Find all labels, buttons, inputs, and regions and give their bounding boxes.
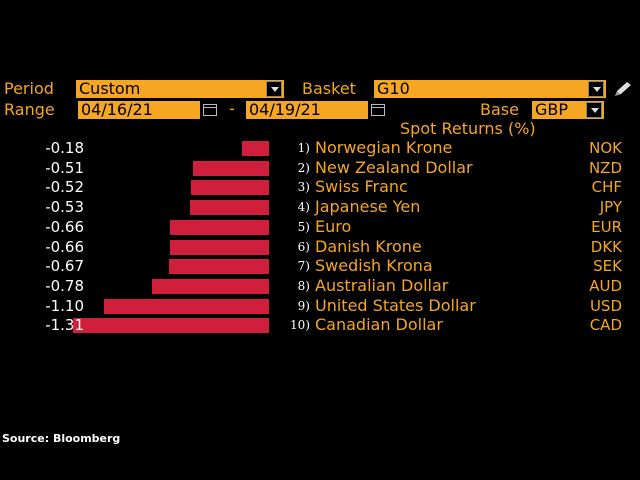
- currency-name[interactable]: Euro: [315, 216, 352, 236]
- rank-label: 2): [297, 160, 310, 175]
- base-value: GBP: [535, 100, 569, 119]
- currency-code[interactable]: AUD: [589, 276, 622, 295]
- range-end-field[interactable]: 04/19/21: [246, 101, 368, 119]
- value-label: -0.18: [45, 139, 84, 157]
- currency-name[interactable]: Japanese Yen: [315, 197, 421, 217]
- calendar-end-icon[interactable]: [371, 104, 385, 116]
- currency-code[interactable]: DKK: [590, 237, 622, 256]
- period-label: Period: [4, 79, 54, 98]
- period-dropdown-icon[interactable]: [266, 81, 282, 97]
- rank-label: 5): [297, 219, 310, 234]
- range-start-field[interactable]: 04/16/21: [78, 101, 200, 119]
- period-value: Custom: [79, 79, 141, 98]
- currency-name[interactable]: Canadian Dollar: [315, 315, 443, 335]
- period-select[interactable]: Custom: [76, 80, 284, 98]
- base-label: Base: [480, 100, 519, 119]
- bar-aud: [152, 278, 269, 294]
- bar-nok: [242, 141, 269, 156]
- bar-eur: [170, 219, 269, 235]
- value-label: -0.52: [45, 178, 84, 197]
- value-label: -1.10: [45, 296, 84, 315]
- bar-chf: [191, 180, 269, 196]
- currency-code[interactable]: CAD: [589, 316, 622, 335]
- currency-code[interactable]: SEK: [593, 257, 622, 276]
- base-dropdown-icon[interactable]: [586, 102, 602, 118]
- currency-name[interactable]: Swiss Franc: [315, 177, 408, 197]
- value-label: -0.66: [45, 217, 84, 236]
- value-label: -0.53: [45, 198, 84, 217]
- bar-nzd: [192, 160, 269, 176]
- pencil-icon[interactable]: [612, 80, 634, 98]
- currency-name[interactable]: Swedish Krona: [315, 256, 433, 276]
- currency-name[interactable]: Australian Dollar: [315, 275, 449, 295]
- currency-code[interactable]: NZD: [588, 158, 622, 177]
- range-end-value: 04/19/21: [249, 100, 321, 119]
- basket-label: Basket: [302, 79, 356, 98]
- range-start-value: 04/16/21: [81, 100, 153, 119]
- range-label: Range: [4, 100, 55, 119]
- rank-label: 10): [290, 318, 310, 333]
- basket-select[interactable]: G10: [374, 80, 606, 98]
- base-select[interactable]: GBP: [532, 101, 604, 119]
- basket-dropdown-icon[interactable]: [588, 81, 604, 97]
- currency-name[interactable]: Norwegian Krone: [315, 138, 453, 157]
- bar-usd: [104, 298, 269, 314]
- rank-label: 1): [297, 141, 310, 155]
- currency-code[interactable]: EUR: [591, 217, 622, 236]
- currency-name[interactable]: Danish Krone: [315, 236, 422, 256]
- chart-title: Spot Returns (%): [400, 119, 536, 138]
- rank-label: 8): [297, 278, 310, 293]
- range-separator: -: [229, 99, 235, 118]
- rank-label: 6): [297, 239, 310, 254]
- currency-code[interactable]: JPY: [599, 198, 622, 217]
- calendar-start-icon[interactable]: [203, 104, 217, 116]
- currency-code[interactable]: CHF: [591, 178, 622, 197]
- value-label: -0.66: [45, 237, 84, 256]
- currency-name[interactable]: United States Dollar: [315, 295, 476, 315]
- bar-jpy: [189, 200, 269, 216]
- currency-name[interactable]: New Zealand Dollar: [315, 157, 473, 177]
- currency-code[interactable]: USD: [589, 296, 622, 315]
- bar-cad: [72, 318, 269, 334]
- value-label: -1.31: [45, 316, 84, 335]
- source-note: Source: Bloomberg: [2, 432, 121, 445]
- rank-label: 4): [297, 200, 310, 215]
- currency-code[interactable]: NOK: [589, 139, 622, 157]
- basket-value: G10: [377, 79, 410, 98]
- rank-label: 9): [297, 298, 310, 313]
- value-label: -0.78: [45, 276, 84, 295]
- bar-dkk: [170, 239, 269, 255]
- rank-label: 7): [297, 259, 310, 274]
- value-label: -0.51: [45, 158, 84, 177]
- value-label: -0.67: [45, 257, 84, 276]
- rank-label: 3): [297, 180, 310, 195]
- bar-sek: [168, 259, 269, 275]
